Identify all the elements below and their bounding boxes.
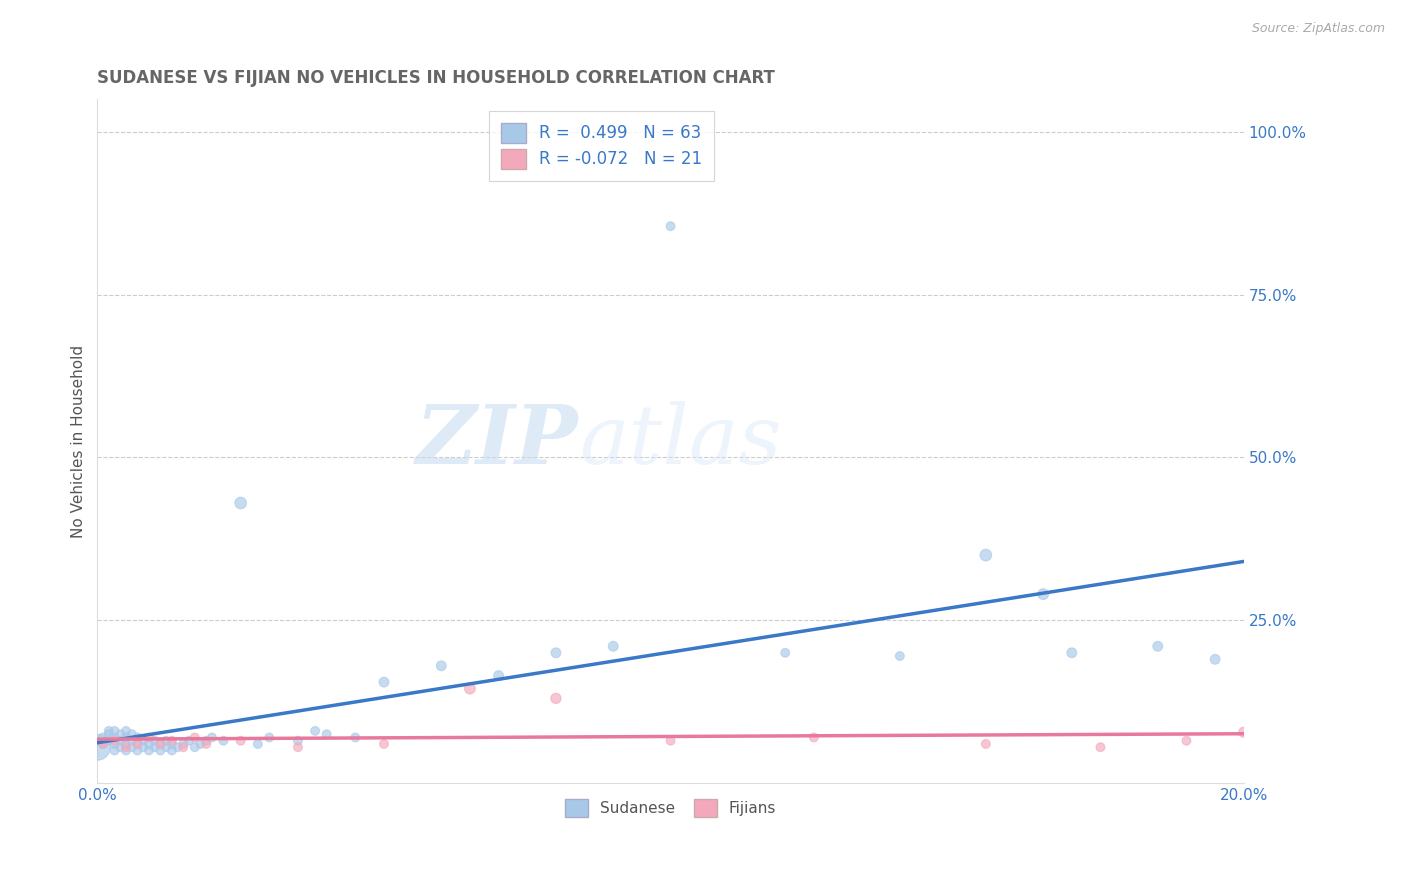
Legend: Sudanese, Fijians: Sudanese, Fijians xyxy=(560,792,782,823)
Point xyxy=(121,727,143,741)
Point xyxy=(115,740,138,755)
Point xyxy=(143,740,166,755)
Point xyxy=(127,737,149,751)
Point xyxy=(1032,587,1054,601)
Point xyxy=(602,640,624,654)
Text: ZIP: ZIP xyxy=(416,401,579,481)
Point xyxy=(373,737,395,751)
Point xyxy=(103,737,125,751)
Point xyxy=(91,737,114,751)
Point xyxy=(889,648,911,663)
Point xyxy=(803,731,825,745)
Point xyxy=(138,737,160,751)
Point xyxy=(121,733,143,747)
Point xyxy=(659,733,682,747)
Point xyxy=(97,723,120,738)
Point xyxy=(304,723,326,738)
Point xyxy=(97,733,120,747)
Point xyxy=(172,737,194,751)
Point xyxy=(115,731,138,745)
Point xyxy=(138,743,160,757)
Point xyxy=(488,668,510,682)
Point xyxy=(1146,640,1168,654)
Point xyxy=(344,731,367,745)
Point xyxy=(544,691,567,706)
Point xyxy=(287,733,309,747)
Point xyxy=(155,740,177,755)
Point xyxy=(974,737,997,751)
Point xyxy=(172,740,194,755)
Point xyxy=(160,743,183,757)
Point xyxy=(138,731,160,745)
Point xyxy=(115,723,138,738)
Point xyxy=(773,646,796,660)
Point xyxy=(149,737,172,751)
Point xyxy=(149,737,172,751)
Point xyxy=(212,733,235,747)
Point xyxy=(86,740,108,755)
Point xyxy=(115,743,138,757)
Point xyxy=(1060,646,1083,660)
Point xyxy=(229,733,252,747)
Point xyxy=(246,737,269,751)
Point xyxy=(132,740,155,755)
Point xyxy=(103,731,125,745)
Point xyxy=(259,731,281,745)
Point xyxy=(229,496,252,510)
Point xyxy=(91,731,114,745)
Point xyxy=(659,219,682,234)
Point xyxy=(195,737,218,751)
Point xyxy=(458,681,481,696)
Point xyxy=(143,733,166,747)
Point xyxy=(430,658,453,673)
Point xyxy=(201,731,224,745)
Point xyxy=(974,548,997,562)
Point xyxy=(1090,740,1112,755)
Point xyxy=(544,646,567,660)
Point xyxy=(127,731,149,745)
Point xyxy=(127,737,149,751)
Point xyxy=(190,737,212,751)
Point xyxy=(287,740,309,755)
Point xyxy=(160,737,183,751)
Point xyxy=(103,743,125,757)
Y-axis label: No Vehicles in Household: No Vehicles in Household xyxy=(72,344,86,538)
Text: atlas: atlas xyxy=(579,401,782,481)
Text: SUDANESE VS FIJIAN NO VEHICLES IN HOUSEHOLD CORRELATION CHART: SUDANESE VS FIJIAN NO VEHICLES IN HOUSEH… xyxy=(97,69,775,87)
Point xyxy=(110,733,132,747)
Point xyxy=(91,737,114,751)
Point xyxy=(132,733,155,747)
Point xyxy=(110,740,132,755)
Point xyxy=(155,733,177,747)
Point xyxy=(184,731,207,745)
Point xyxy=(160,733,183,747)
Point xyxy=(315,727,337,741)
Point xyxy=(195,733,218,747)
Point xyxy=(103,723,125,738)
Point xyxy=(149,743,172,757)
Point xyxy=(97,727,120,741)
Point xyxy=(127,743,149,757)
Text: Source: ZipAtlas.com: Source: ZipAtlas.com xyxy=(1251,22,1385,36)
Point xyxy=(103,733,125,747)
Point xyxy=(1233,725,1256,739)
Point xyxy=(1175,733,1198,747)
Point xyxy=(110,727,132,741)
Point xyxy=(177,733,200,747)
Point xyxy=(1204,652,1226,666)
Point xyxy=(115,737,138,751)
Point xyxy=(373,675,395,690)
Point xyxy=(184,740,207,755)
Point xyxy=(166,740,188,755)
Point xyxy=(121,740,143,755)
